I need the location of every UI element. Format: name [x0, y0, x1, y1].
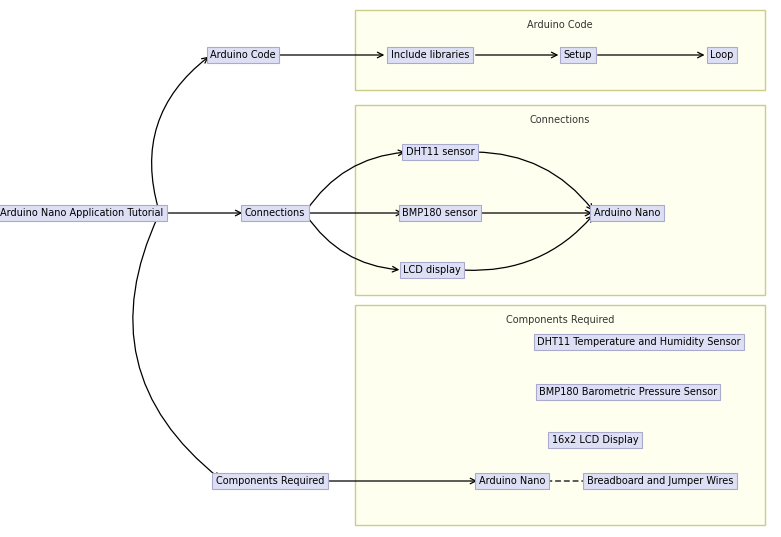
Text: Arduino Nano: Arduino Nano: [594, 208, 660, 218]
Text: BMP180 Barometric Pressure Sensor: BMP180 Barometric Pressure Sensor: [539, 387, 717, 397]
FancyBboxPatch shape: [355, 305, 765, 525]
Text: Include libraries: Include libraries: [390, 50, 469, 60]
Text: Loop: Loop: [710, 50, 733, 60]
Text: BMP180 sensor: BMP180 sensor: [402, 208, 477, 218]
Text: LCD display: LCD display: [403, 265, 461, 275]
Text: Connections: Connections: [244, 208, 305, 218]
Text: 16x2 LCD Display: 16x2 LCD Display: [551, 435, 638, 445]
Text: DHT11 sensor: DHT11 sensor: [405, 147, 474, 157]
FancyBboxPatch shape: [355, 105, 765, 295]
Text: Components Required: Components Required: [216, 476, 324, 486]
Text: Arduino Nano: Arduino Nano: [479, 476, 545, 486]
Text: Connections: Connections: [530, 115, 590, 125]
FancyBboxPatch shape: [355, 10, 765, 90]
Text: DHT11 Temperature and Humidity Sensor: DHT11 Temperature and Humidity Sensor: [537, 337, 741, 347]
Text: Setup: Setup: [564, 50, 592, 60]
Text: Arduino Code: Arduino Code: [527, 20, 593, 30]
Text: Breadboard and Jumper Wires: Breadboard and Jumper Wires: [587, 476, 733, 486]
Text: Components Required: Components Required: [506, 315, 614, 325]
Text: Arduino Code: Arduino Code: [210, 50, 276, 60]
Text: Arduino Nano Application Tutorial: Arduino Nano Application Tutorial: [0, 208, 164, 218]
